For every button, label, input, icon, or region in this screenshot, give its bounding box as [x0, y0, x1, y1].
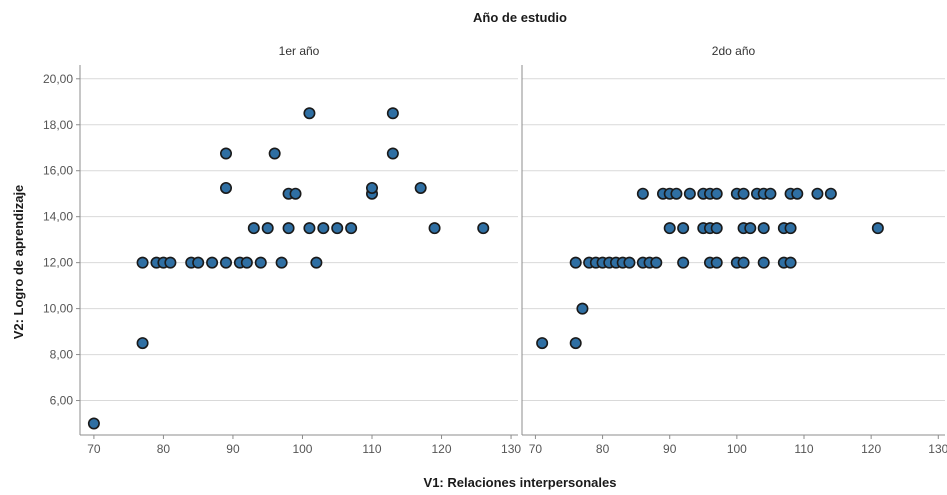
x-tick-label: 90: [226, 442, 240, 456]
data-point: [275, 256, 288, 269]
data-point: [650, 256, 663, 269]
x-tick-label: 80: [157, 442, 171, 456]
data-point: [240, 256, 253, 269]
data-point: [737, 256, 750, 269]
data-point: [710, 187, 723, 200]
data-point: [871, 222, 884, 235]
data-point: [764, 187, 777, 200]
data-point: [303, 107, 316, 120]
x-tick-label: 120: [861, 442, 881, 456]
x-tick-label: 90: [663, 442, 677, 456]
data-point: [784, 256, 797, 269]
x-tick-label: 100: [727, 442, 747, 456]
data-point: [710, 256, 723, 269]
data-point: [386, 147, 399, 160]
facet-label: 2do año: [712, 44, 756, 58]
data-point: [303, 222, 316, 235]
y-tick-label: 8,00: [50, 348, 74, 362]
data-point: [623, 256, 636, 269]
data-point: [683, 187, 696, 200]
x-tick-label: 110: [362, 442, 381, 456]
data-point: [206, 256, 219, 269]
y-tick-label: 10,00: [43, 302, 73, 316]
data-point: [428, 222, 441, 235]
data-point: [757, 222, 770, 235]
y-tick-label: 16,00: [43, 164, 73, 178]
data-point: [282, 222, 295, 235]
data-point: [744, 222, 757, 235]
y-tick-label: 6,00: [50, 394, 74, 408]
data-point: [737, 187, 750, 200]
data-point: [670, 187, 683, 200]
y-tick-label: 18,00: [43, 118, 73, 132]
data-point: [677, 256, 690, 269]
data-point: [811, 187, 824, 200]
y-tick-label: 20,00: [43, 72, 73, 86]
data-point: [576, 302, 589, 315]
data-point: [757, 256, 770, 269]
panel-1: 1er año 70 80 90 100 110 120 130 6,00 8,00 10,00 12…: [43, 44, 521, 456]
data-point: [663, 222, 676, 235]
x-tick-label: 70: [529, 442, 543, 456]
x-tick-label: 80: [596, 442, 610, 456]
data-point: [677, 222, 690, 235]
data-point: [784, 222, 797, 235]
x-tick-label: 130: [501, 442, 521, 456]
data-point: [192, 256, 205, 269]
data-point: [414, 181, 427, 194]
data-point: [386, 107, 399, 120]
data-point: [247, 222, 260, 235]
y-tick-label: 12,00: [43, 256, 73, 270]
data-point: [345, 222, 358, 235]
x-tick-label: 130: [928, 442, 947, 456]
data-point: [569, 337, 582, 350]
data-point: [220, 256, 233, 269]
y-tick-label: 14,00: [43, 210, 73, 224]
panel-2: 2do año 70 80 90 100 110 120 130: [521, 44, 947, 456]
data-point: [710, 222, 723, 235]
data-point: [220, 147, 233, 160]
panels-layer: 1er año 70 80 90 100 110 120 130 6,00 8,00 10,00 12…: [43, 44, 947, 456]
data-point: [261, 222, 274, 235]
data-point: [365, 181, 378, 194]
data-point: [636, 187, 649, 200]
data-point: [331, 222, 344, 235]
data-point: [136, 337, 149, 350]
data-point: [87, 417, 100, 430]
data-point: [791, 187, 804, 200]
chart-title: Año de estudio: [473, 10, 567, 25]
data-point: [220, 181, 233, 194]
data-point: [164, 256, 177, 269]
x-tick-label: 110: [794, 442, 813, 456]
x-axis-label: V1: Relaciones interpersonales: [424, 475, 617, 490]
facet-label: 1er año: [279, 44, 320, 58]
data-point: [268, 147, 281, 160]
data-point: [317, 222, 330, 235]
x-tick-label: 70: [87, 442, 101, 456]
data-point: [254, 256, 267, 269]
data-point: [824, 187, 837, 200]
x-tick-label: 100: [292, 442, 312, 456]
data-point: [289, 187, 302, 200]
data-point: [310, 256, 323, 269]
data-point: [569, 256, 582, 269]
y-axis-label: V2: Logro de aprendizaje: [11, 185, 26, 340]
data-point: [536, 337, 549, 350]
x-tick-label: 120: [432, 442, 452, 456]
data-point: [477, 222, 490, 235]
data-point: [136, 256, 149, 269]
